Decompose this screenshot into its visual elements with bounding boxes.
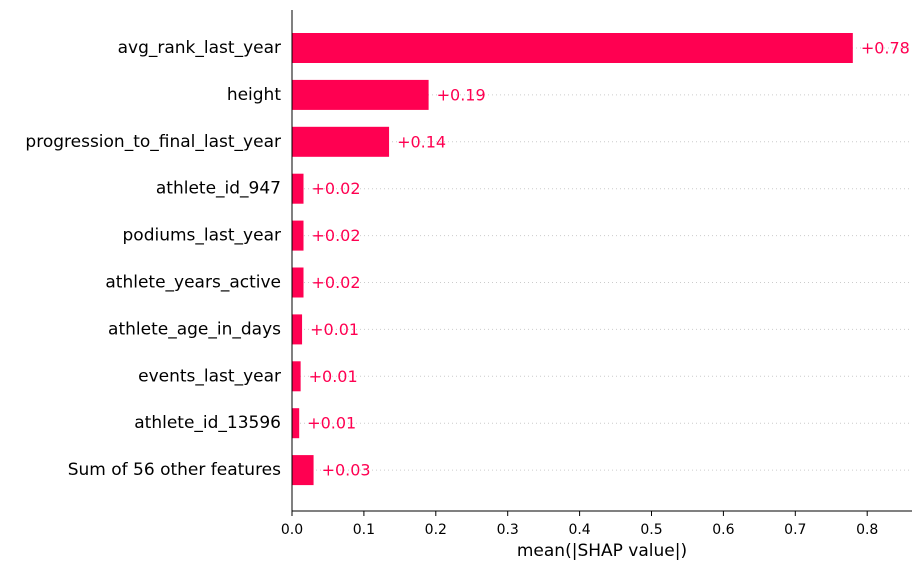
value-label: +0.01 [307, 414, 356, 433]
value-label: +0.01 [310, 320, 359, 339]
x-tick-label: 0.3 [497, 522, 519, 538]
x-tick-label: 0.0 [281, 522, 303, 538]
feature-label: athlete_id_13596 [134, 413, 281, 433]
feature-label: podiums_last_year [123, 226, 282, 246]
feature-label: athlete_years_active [105, 273, 281, 293]
bar-athlete-age-in-days [292, 314, 303, 345]
feature-label: progression_to_final_last_year [25, 132, 281, 152]
bar-height [292, 79, 429, 110]
x-axis-title: mean(|SHAP value|) [517, 541, 687, 561]
value-label: +0.78 [861, 39, 910, 58]
feature-label: Sum of 56 other features [68, 460, 281, 480]
feature-label: height [227, 85, 282, 105]
value-label: +0.03 [322, 461, 371, 480]
bar-progression-to-final-last-year [292, 126, 390, 157]
x-tick-label: 0.2 [425, 522, 447, 538]
bar-athlete-years-active [292, 267, 304, 298]
value-label: +0.19 [437, 85, 486, 104]
value-label: +0.02 [312, 226, 361, 245]
feature-label: athlete_age_in_days [108, 319, 281, 339]
feature-label: avg_rank_last_year [118, 38, 281, 58]
value-label: +0.14 [397, 132, 446, 151]
value-label: +0.02 [312, 179, 361, 198]
bar-athlete-id-947 [292, 173, 304, 204]
value-label: +0.01 [309, 367, 358, 386]
x-tick-label: 0.8 [856, 522, 878, 538]
bar-athlete-id-13596 [292, 408, 300, 439]
x-tick-label: 0.4 [568, 522, 590, 538]
bar-avg-rank-last-year [292, 33, 853, 63]
value-label: +0.02 [312, 273, 361, 292]
bar-sum-of-56-other-features [292, 455, 314, 486]
feature-label: events_last_year [138, 366, 281, 386]
bar-events-last-year [292, 361, 301, 392]
x-tick-label: 0.1 [353, 522, 375, 538]
bar-podiums-last-year [292, 220, 304, 251]
x-tick-label: 0.5 [640, 522, 662, 538]
feature-label: athlete_id_947 [156, 179, 281, 199]
x-tick-label: 0.7 [784, 522, 806, 538]
x-tick-label: 0.6 [712, 522, 734, 538]
